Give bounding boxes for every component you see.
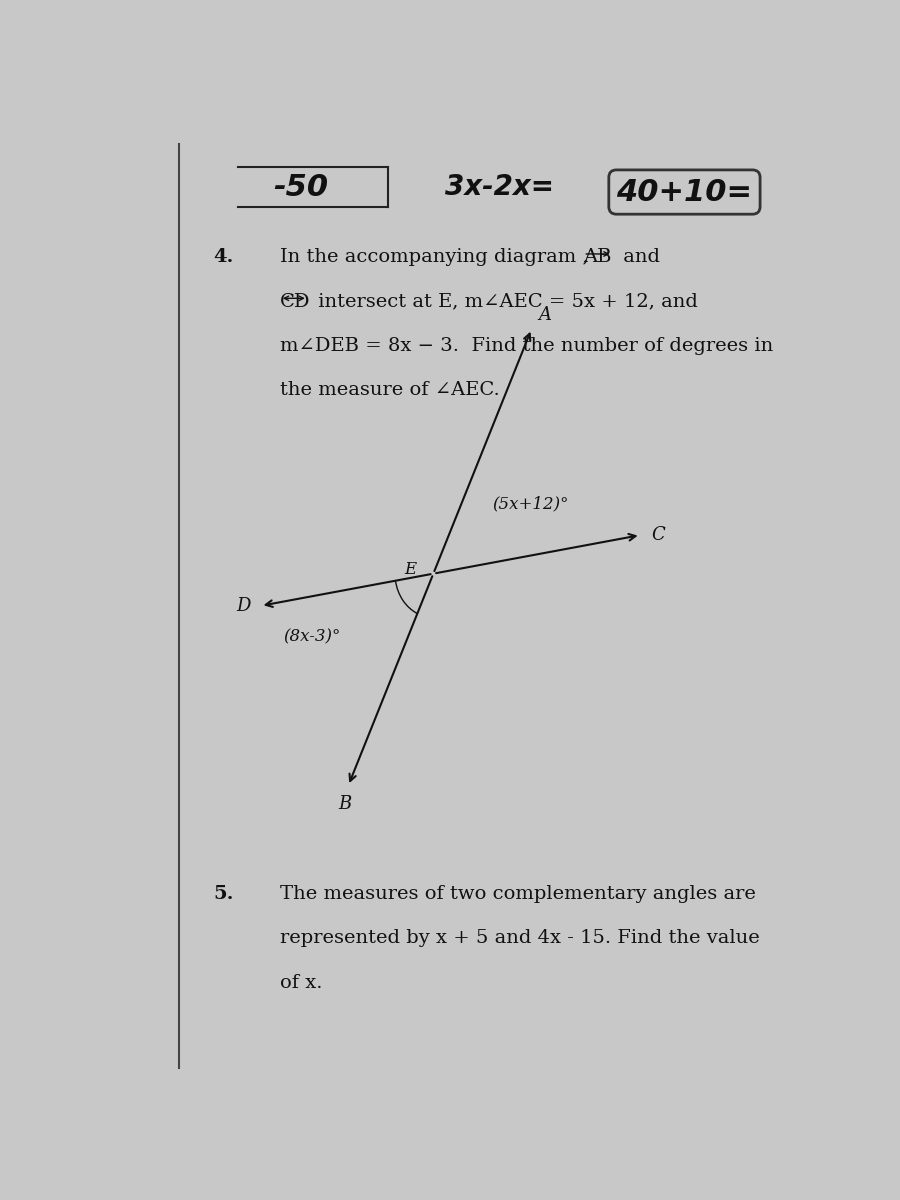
Text: and: and — [616, 248, 660, 266]
Text: 3x-2x=: 3x-2x= — [446, 174, 554, 202]
Text: AB: AB — [583, 248, 612, 266]
Text: (8x-3)°: (8x-3)° — [284, 628, 341, 644]
Text: the measure of ∠AEC.: the measure of ∠AEC. — [280, 382, 500, 400]
Text: (5x+12)°: (5x+12)° — [492, 496, 569, 512]
Text: 5.: 5. — [213, 886, 234, 904]
Text: C: C — [651, 526, 665, 544]
Text: The measures of two complementary angles are: The measures of two complementary angles… — [280, 886, 756, 904]
Text: CD: CD — [280, 293, 310, 311]
Text: A: A — [538, 306, 552, 324]
Text: D: D — [236, 596, 250, 614]
Text: B: B — [338, 796, 351, 814]
Text: intersect at E, m∠AEC = 5x + 12, and: intersect at E, m∠AEC = 5x + 12, and — [312, 293, 698, 311]
Text: E: E — [404, 560, 416, 577]
Text: represented by x + 5 and 4x - 15. Find the value: represented by x + 5 and 4x - 15. Find t… — [280, 929, 760, 948]
Text: of x.: of x. — [280, 973, 322, 991]
Text: In the accompanying diagram ,: In the accompanying diagram , — [280, 248, 601, 266]
Text: m∠DEB = 8x − 3.  Find the number of degrees in: m∠DEB = 8x − 3. Find the number of degre… — [280, 337, 773, 355]
Text: 40+10=: 40+10= — [616, 178, 752, 206]
Text: -50: -50 — [274, 173, 328, 202]
Text: 4.: 4. — [213, 248, 234, 266]
